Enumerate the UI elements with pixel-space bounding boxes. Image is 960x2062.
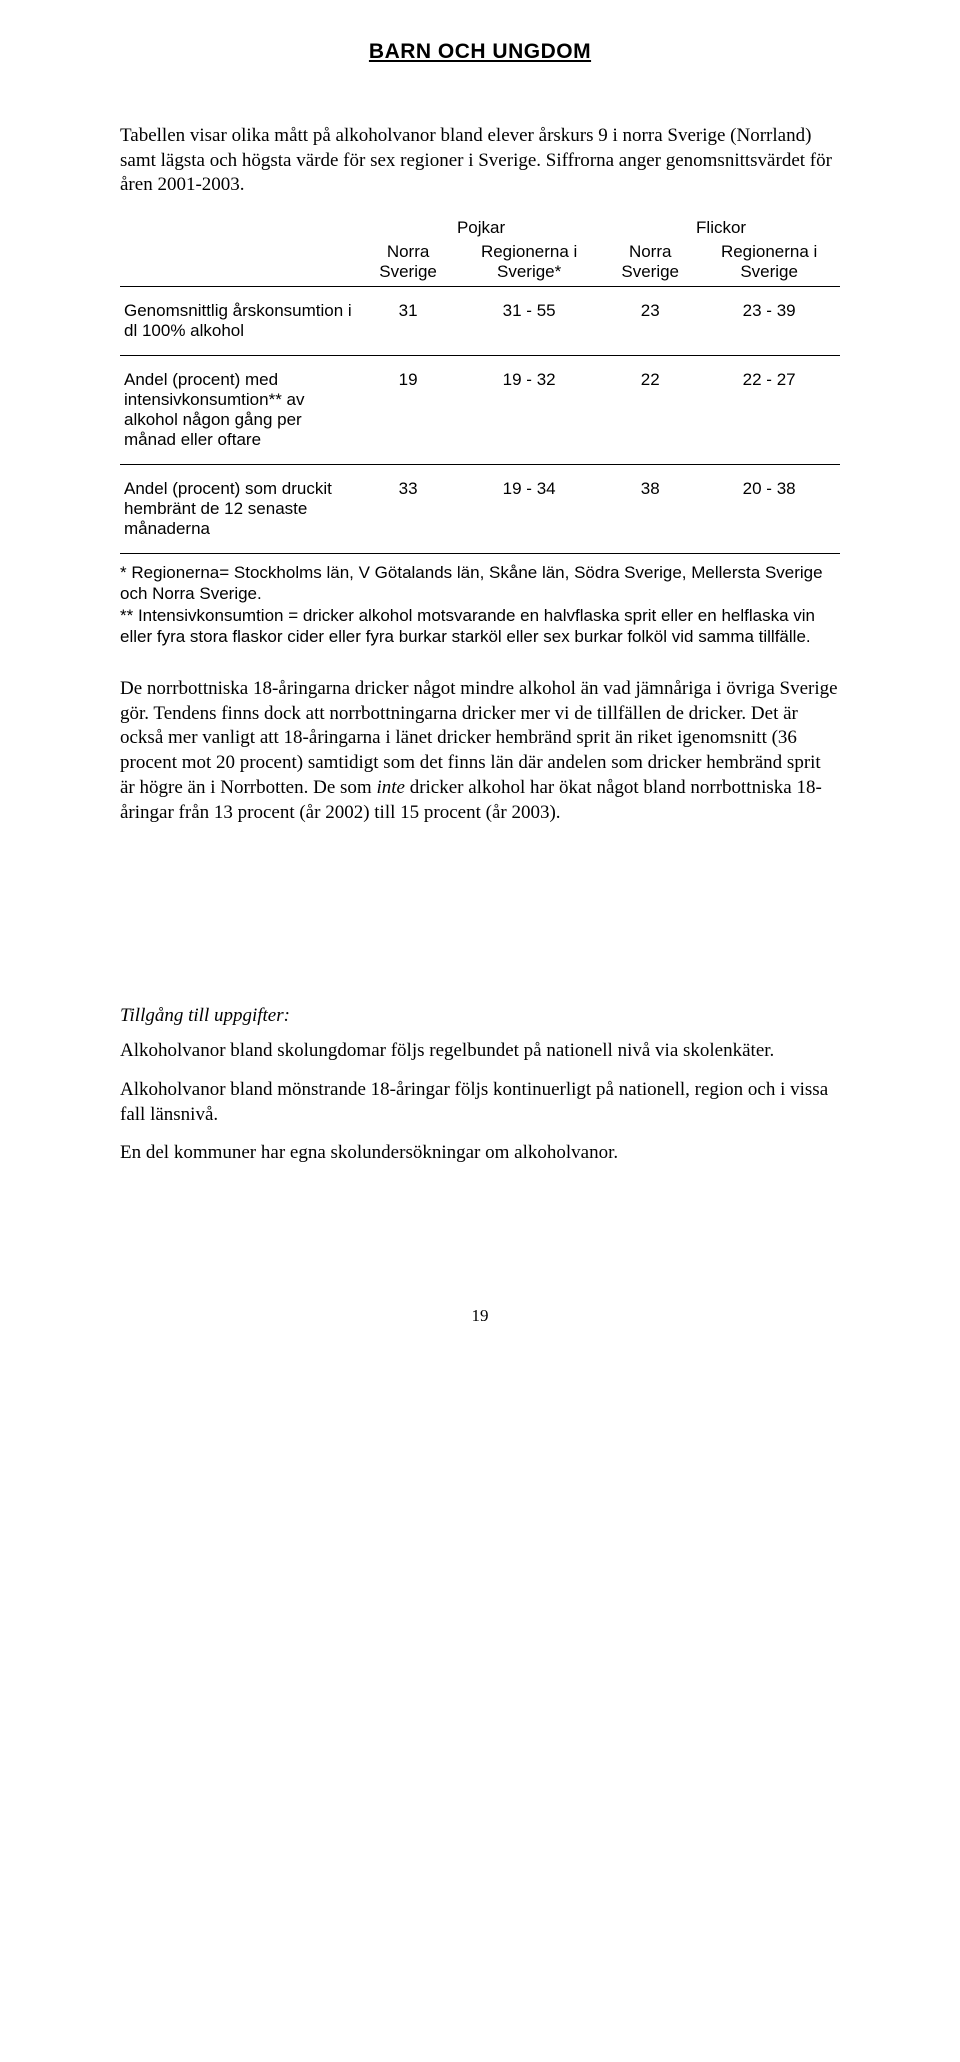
table-subheader-b: Regionerna i Sverige* [456,240,602,287]
table-cell: 19 - 32 [456,356,602,465]
bullet-paragraph: Alkoholvanor bland mönstrande 18-åringar… [120,1078,840,1127]
table-cell: 31 [360,287,456,356]
body-text-italic: inte [376,777,405,798]
table-cell: 23 [602,287,698,356]
table-row-label: Genomsnittlig årskonsumtion i dl 100% al… [120,287,360,356]
table-cell: 22 [602,356,698,465]
footnote-1: * Regionerna= Stockholms län, V Götaland… [120,562,840,605]
table-subheader-d: Regionerna i Sverige [698,240,840,287]
table-cell: 38 [602,465,698,554]
body-paragraph: De norrbottniska 18-åringarna dricker nå… [120,677,840,825]
table-cell: 22 - 27 [698,356,840,465]
bullet-paragraph: Alkoholvanor bland skolungdomar följs re… [120,1039,840,1064]
table-group-header-pojkar: Pojkar [360,216,602,240]
page-header: BARN OCH UNGDOM [120,40,840,64]
intro-paragraph: Tabellen visar olika mått på alkoholvano… [120,124,840,198]
table-footnotes: * Regionerna= Stockholms län, V Götaland… [120,562,840,647]
table-row-label: Andel (procent) som druckit hembränt de … [120,465,360,554]
table-row-label: Andel (procent) med intensivkonsumtion**… [120,356,360,465]
table-cell: 31 - 55 [456,287,602,356]
table-row: Genomsnittlig årskonsumtion i dl 100% al… [120,287,840,356]
table-group-header-flickor: Flickor [602,216,840,240]
table-row: Andel (procent) som druckit hembränt de … [120,465,840,554]
table-subheader-a: Norra Sverige [360,240,456,287]
data-table: Pojkar Flickor Norra Sverige Regionerna … [120,216,840,554]
table-cell: 20 - 38 [698,465,840,554]
table-cell: 33 [360,465,456,554]
footnote-2: ** Intensivkonsumtion = dricker alkohol … [120,605,840,648]
table-row: Andel (procent) med intensivkonsumtion**… [120,356,840,465]
page-number: 19 [120,1306,840,1326]
table-subheader-c: Norra Sverige [602,240,698,287]
bullet-paragraph: En del kommuner har egna skolundersöknin… [120,1141,840,1166]
table-cell: 19 - 34 [456,465,602,554]
table-cell: 23 - 39 [698,287,840,356]
table-header-blank [120,216,360,240]
sub-heading: Tillgång till uppgifter: [120,1005,840,1027]
table-cell: 19 [360,356,456,465]
table-subheader-blank [120,240,360,287]
